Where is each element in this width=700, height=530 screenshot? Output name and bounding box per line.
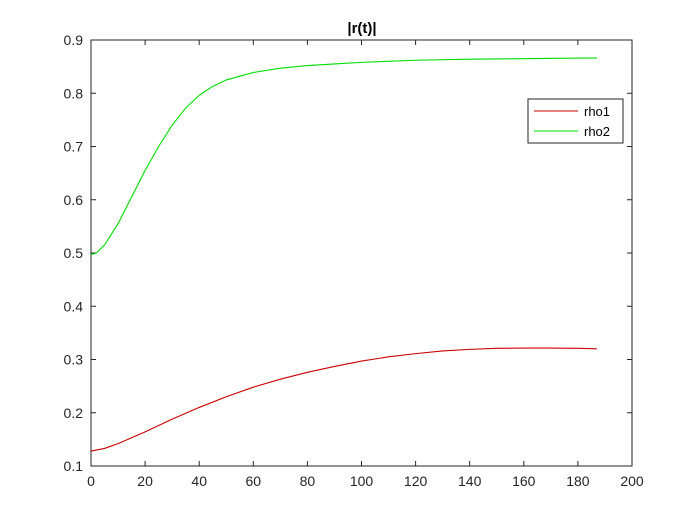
x-tick-label: 120 xyxy=(404,473,428,489)
y-tick-label: 0.3 xyxy=(64,352,84,368)
x-tick-label: 20 xyxy=(137,473,153,489)
y-tick-label: 0.6 xyxy=(64,192,84,208)
x-tick-label: 180 xyxy=(566,473,590,489)
series-line-rho1 xyxy=(90,347,597,452)
legend-label-rho2: rho2 xyxy=(584,124,610,139)
y-tick-label: 0.7 xyxy=(64,139,84,155)
y-tick-label: 0.5 xyxy=(64,245,84,261)
x-tick-label: 160 xyxy=(512,473,536,489)
x-tick-label: 200 xyxy=(620,473,644,489)
x-tick-label: 80 xyxy=(300,473,316,489)
y-tick-label: 0.2 xyxy=(64,405,84,421)
legend: rho1 rho2 xyxy=(527,98,624,144)
x-tick-label: 140 xyxy=(458,473,482,489)
x-tick-label: 40 xyxy=(191,473,207,489)
y-tick-label: 0.1 xyxy=(64,458,84,474)
chart-title: |r(t)| xyxy=(347,20,376,37)
series-line-rho2 xyxy=(90,57,597,256)
legend-box xyxy=(527,98,624,144)
y-tick-label: 0.4 xyxy=(64,298,84,314)
legend-label-rho1: rho1 xyxy=(584,104,610,119)
x-tick-label: 100 xyxy=(350,473,374,489)
y-tick-label: 0.8 xyxy=(64,85,84,101)
x-tick-label: 0 xyxy=(87,473,95,489)
x-tick-label: 60 xyxy=(246,473,262,489)
y-tick-label: 0.9 xyxy=(64,32,84,48)
